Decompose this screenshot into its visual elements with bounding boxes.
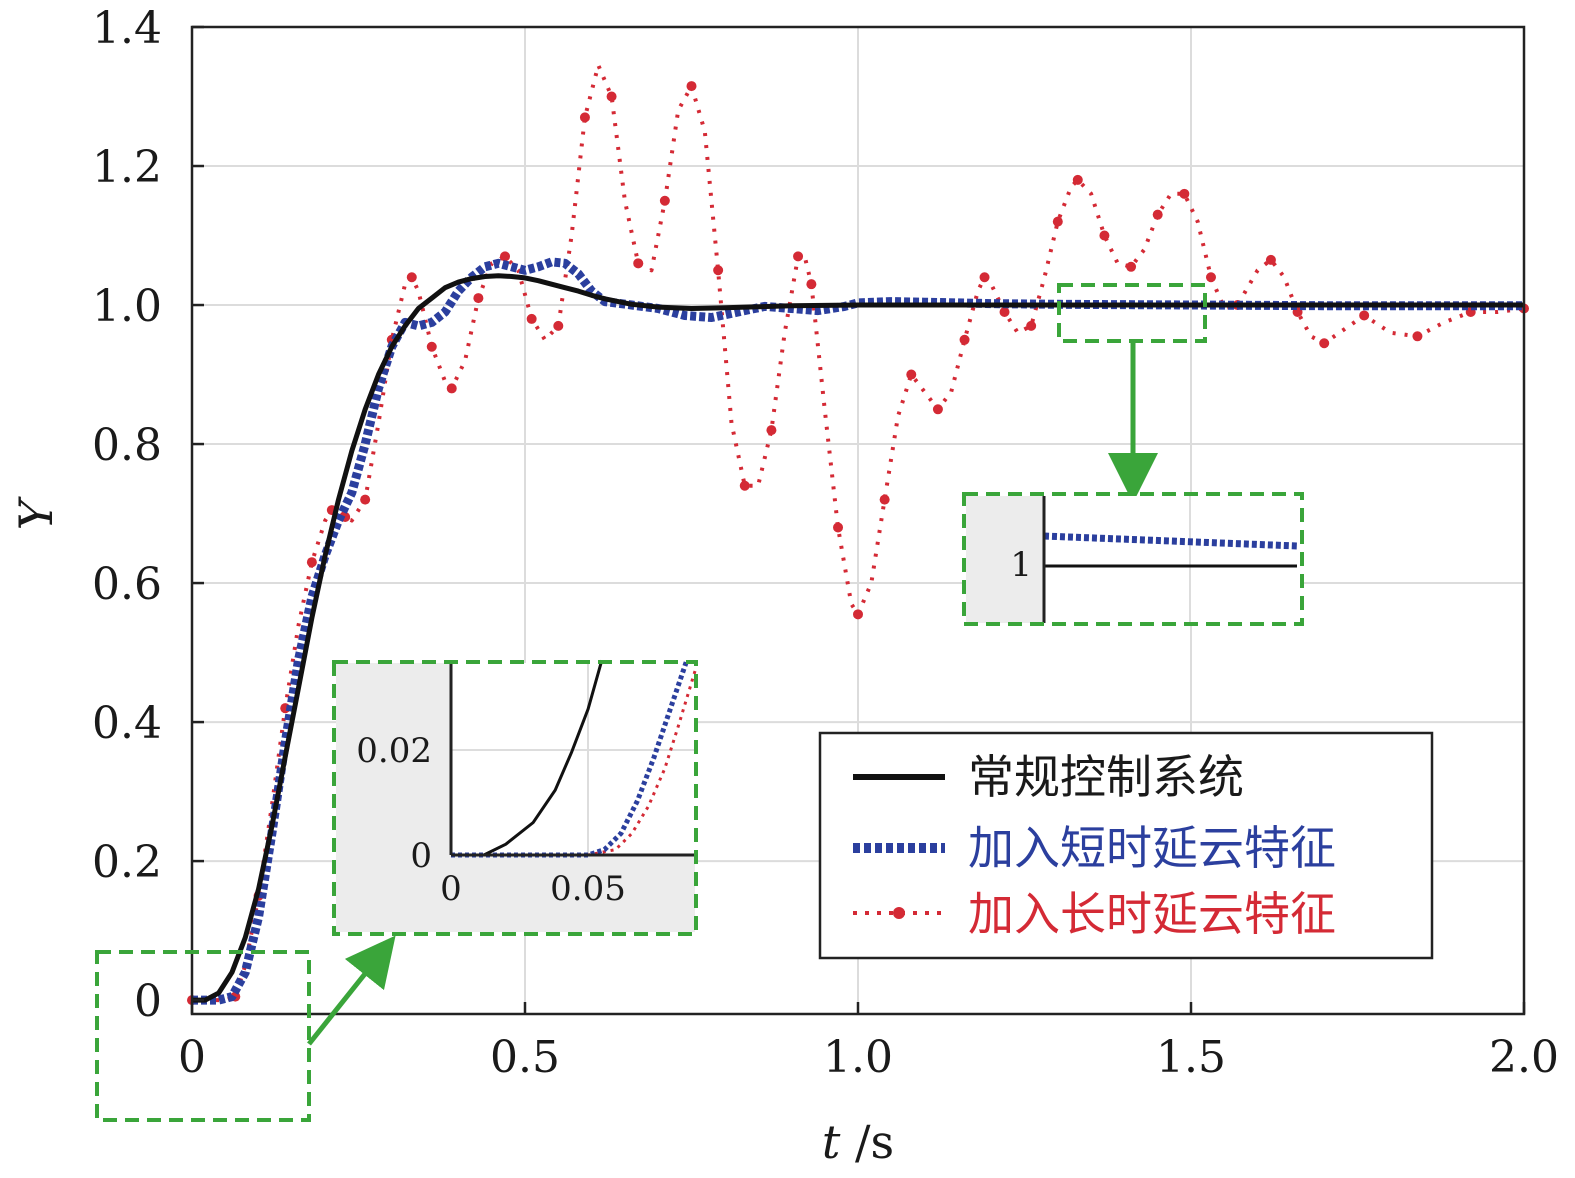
- inset-steady-line-blue: [1043, 532, 1298, 550]
- series-marker-2: [999, 306, 1010, 317]
- inset-steady-border: [962, 492, 1304, 626]
- series-marker-2: [306, 557, 317, 568]
- x-axis-label-unit: /s: [840, 1115, 894, 1169]
- series-marker-2: [806, 279, 817, 290]
- inset-steady-bg: [966, 496, 1044, 623]
- series-marker-2: [553, 320, 564, 331]
- series-marker-2: [633, 258, 644, 269]
- series-marker-2: [1026, 320, 1037, 331]
- zoom-box-origin: [95, 950, 311, 1122]
- inset-startup-bg: [336, 663, 451, 932]
- zoom-arrow-origin: [307, 935, 396, 1046]
- series-marker-2: [959, 334, 970, 345]
- x-axis-label-var: t: [822, 1115, 841, 1169]
- x-tick-label-0: 0: [178, 1032, 206, 1083]
- inset-steady-plot: [1044, 496, 1300, 623]
- inset-startup-series: [451, 659, 697, 858]
- x-axis-label: t /s: [822, 1115, 894, 1169]
- y-tick-label-7: 1.4: [92, 3, 162, 54]
- x-tick-label-1: 0.5: [490, 1032, 560, 1083]
- inset-startup: 0.02 0 0 0.05: [332, 659, 698, 936]
- x-tick-label-2: 1.0: [823, 1032, 893, 1083]
- y-tick-label-0: 0: [134, 976, 162, 1027]
- series-marker-2: [360, 494, 371, 505]
- series-marker-2: [853, 609, 863, 620]
- series-marker-2: [1152, 209, 1163, 220]
- y-tick-label-4: 0.8: [92, 420, 162, 471]
- legend-swatch-2: [853, 907, 945, 919]
- series-line-0: [192, 273, 1524, 1003]
- inset-steady: 1: [962, 492, 1304, 626]
- series-marker-2: [500, 251, 511, 262]
- series-marker-2: [659, 195, 670, 206]
- series-marker-2: [1126, 261, 1137, 272]
- legend: 常规控制系统 加入短时延云特征 加入长时延云特征: [818, 731, 1434, 960]
- y-tick-label-6: 1.2: [92, 142, 162, 193]
- series-group: [187, 63, 1529, 1006]
- inset-startup-xtick-0: 0: [440, 869, 462, 909]
- series-marker-2: [793, 251, 804, 262]
- tick-group: 0 0.5 1.0 1.5 2.0 0 0.2 0.4 0.6 0.8 1.0 1.2 1.4: [92, 3, 1559, 1083]
- y-tick-label-1: 0.2: [92, 837, 162, 888]
- inset-startup-ytick-002: 0.02: [356, 731, 432, 771]
- legend-label-2: 加入长时延云特征: [968, 887, 1336, 941]
- series-marker-2: [879, 494, 890, 505]
- series-marker-2: [833, 522, 844, 533]
- y-tick-label-2: 0.4: [92, 698, 162, 749]
- x-tick-label-3: 1.5: [1156, 1032, 1226, 1083]
- series-marker-2: [906, 369, 917, 380]
- series-marker-2: [446, 383, 457, 394]
- series-marker-2: [766, 425, 777, 436]
- series-marker-2: [526, 313, 537, 324]
- series-marker-2: [1265, 254, 1276, 265]
- series-marker-2: [1412, 331, 1423, 342]
- zoom-box-steady: [1057, 283, 1207, 343]
- series-marker-2: [473, 293, 484, 304]
- inset-startup-ytick-0: 0: [410, 836, 432, 876]
- series-marker-2: [426, 341, 437, 352]
- series-marker-2: [1052, 216, 1063, 227]
- series-marker-2: [1205, 272, 1216, 283]
- series-marker-2: [406, 272, 417, 283]
- x-tick-label-4: 2.0: [1489, 1032, 1559, 1083]
- series-marker-2: [606, 91, 617, 102]
- series-marker-2: [1179, 188, 1190, 199]
- series-marker-2: [932, 404, 943, 415]
- inset-startup-xtick-005: 0.05: [550, 869, 626, 909]
- y-axis-label: Y: [9, 495, 63, 530]
- inset-startup-line-blue: [451, 659, 690, 858]
- series-marker-2: [713, 265, 724, 276]
- inset-steady-ytick-1: 1: [1010, 545, 1032, 585]
- inset-startup-line-black: [451, 659, 604, 857]
- inset-startup-line-red: [451, 670, 697, 857]
- series-marker-2: [739, 480, 750, 491]
- series-marker-2: [579, 112, 590, 123]
- inset-startup-plot: [451, 663, 695, 855]
- series-marker-2: [1099, 230, 1110, 241]
- y-tick-label-3: 0.6: [92, 559, 162, 610]
- inset-startup-xband: [451, 855, 695, 932]
- legend-label-0: 常规控制系统: [968, 750, 1244, 804]
- series-marker-2: [1359, 310, 1370, 321]
- series-marker-2: [1319, 338, 1330, 349]
- series-marker-2: [979, 272, 990, 283]
- inset-startup-border: [332, 660, 698, 936]
- y-tick-label-5: 1.0: [92, 281, 162, 332]
- series-marker-2: [686, 81, 697, 92]
- legend-label-1: 加入短时延云特征: [968, 821, 1336, 875]
- series-marker-2: [1072, 174, 1083, 185]
